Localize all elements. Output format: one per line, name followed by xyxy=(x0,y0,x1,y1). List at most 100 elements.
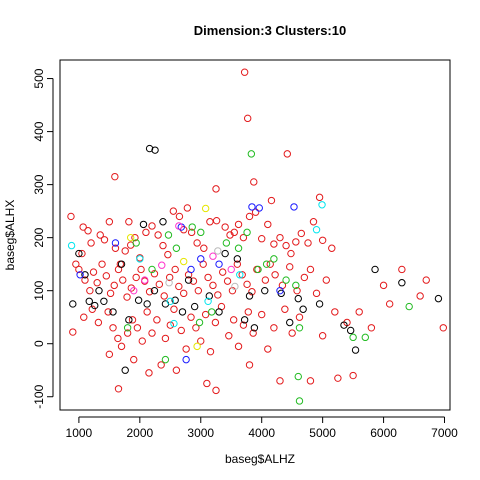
data-point xyxy=(156,281,162,287)
data-point xyxy=(81,314,87,320)
data-point xyxy=(287,264,293,270)
data-point xyxy=(262,287,268,293)
data-point xyxy=(110,325,116,331)
data-point xyxy=(265,221,271,227)
data-point xyxy=(204,380,210,386)
data-point xyxy=(241,69,247,75)
data-point xyxy=(305,240,311,246)
data-point xyxy=(235,221,241,227)
data-point xyxy=(165,232,171,238)
data-point xyxy=(271,325,277,331)
y-tick-label: 400 xyxy=(32,121,46,141)
y-tick-label: 300 xyxy=(32,174,46,194)
data-point xyxy=(181,258,187,264)
data-point xyxy=(265,346,271,352)
y-axis-label: baseg$ALHX xyxy=(3,200,17,271)
data-point xyxy=(210,253,216,259)
data-point xyxy=(70,301,76,307)
data-point xyxy=(138,266,144,272)
data-point xyxy=(183,346,189,352)
data-point xyxy=(149,330,155,336)
data-point xyxy=(313,226,319,232)
data-point xyxy=(194,343,200,349)
data-point xyxy=(202,205,208,211)
data-point xyxy=(246,362,252,368)
data-point xyxy=(440,325,446,331)
data-point xyxy=(127,234,133,240)
data-point xyxy=(94,280,100,286)
data-point xyxy=(209,309,215,315)
data-point xyxy=(173,245,179,251)
data-point xyxy=(298,230,304,236)
data-point xyxy=(251,179,257,185)
data-point xyxy=(213,186,219,192)
data-point xyxy=(90,269,96,275)
data-point xyxy=(160,219,166,225)
data-point xyxy=(259,311,265,317)
data-point xyxy=(235,245,241,251)
data-point xyxy=(323,277,329,283)
data-point xyxy=(85,228,91,234)
data-point xyxy=(198,256,204,262)
plot-frame xyxy=(60,60,450,410)
data-point xyxy=(245,309,251,315)
data-point xyxy=(176,213,182,219)
data-point xyxy=(99,261,105,267)
data-point xyxy=(213,217,219,223)
data-point xyxy=(244,229,250,235)
data-point xyxy=(87,287,93,293)
data-point xyxy=(96,287,102,293)
data-point xyxy=(194,240,200,246)
data-point xyxy=(224,278,230,284)
x-tick-label: 4000 xyxy=(248,426,275,440)
data-point xyxy=(287,319,293,325)
data-point xyxy=(198,229,204,235)
data-point xyxy=(289,330,295,336)
data-point xyxy=(350,372,356,378)
data-point xyxy=(135,297,141,303)
data-point xyxy=(226,333,232,339)
data-point xyxy=(295,295,301,301)
data-point xyxy=(139,338,145,344)
chart-title: Dimension:3 Clusters:10 xyxy=(194,23,346,38)
data-point xyxy=(362,334,368,340)
data-point xyxy=(249,204,255,210)
data-point xyxy=(144,301,150,307)
data-point xyxy=(380,282,386,288)
data-point xyxy=(262,277,268,283)
data-point xyxy=(133,274,139,280)
y-tick-label: 500 xyxy=(32,68,46,88)
data-point xyxy=(106,351,112,357)
data-point xyxy=(259,236,265,242)
data-point xyxy=(222,250,228,256)
y-tick-label: 200 xyxy=(32,227,46,247)
data-point xyxy=(335,375,341,381)
x-tick-label: 5000 xyxy=(309,426,336,440)
data-point xyxy=(181,290,187,296)
data-point xyxy=(170,208,176,214)
data-point xyxy=(115,386,121,392)
data-point xyxy=(282,306,288,312)
data-point xyxy=(332,309,338,315)
x-tick-label: 3000 xyxy=(187,426,214,440)
data-point xyxy=(313,290,319,296)
data-point xyxy=(70,329,76,335)
data-point xyxy=(244,115,250,121)
data-point xyxy=(172,266,178,272)
data-point xyxy=(228,266,234,272)
data-point xyxy=(154,317,160,323)
data-point xyxy=(350,334,356,340)
data-point xyxy=(140,221,146,227)
data-point xyxy=(310,219,316,225)
data-point xyxy=(196,319,202,325)
data-point xyxy=(296,314,302,320)
x-tick-label: 2000 xyxy=(126,426,153,440)
data-point xyxy=(118,343,124,349)
data-point xyxy=(173,367,179,373)
data-point xyxy=(319,237,325,243)
data-point xyxy=(165,251,171,257)
data-point xyxy=(131,356,137,362)
data-point xyxy=(319,333,325,339)
data-point xyxy=(210,282,216,288)
